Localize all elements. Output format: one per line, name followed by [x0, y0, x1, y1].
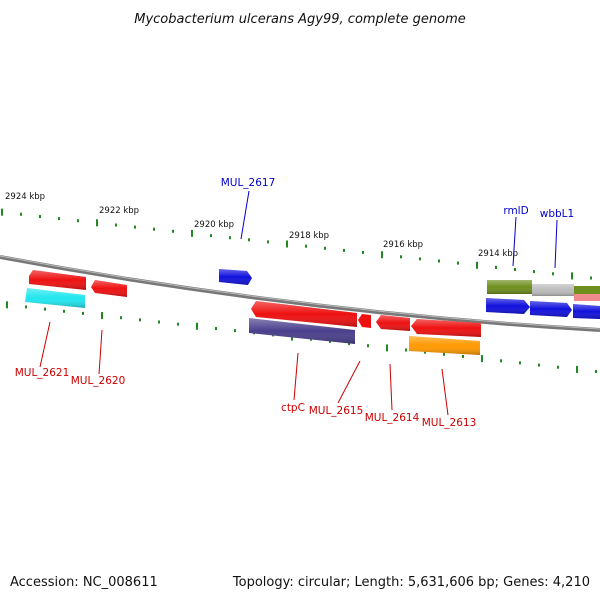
map-title: Mycobacterium ulcerans Agy99, complete g… — [134, 12, 466, 27]
genome-backbone — [0, 255, 600, 332]
label-mul2613[interactable]: MUL_2613 — [422, 417, 477, 429]
leader-ctpc — [293, 352, 299, 401]
gene-wbbl1[interactable] — [574, 286, 600, 294]
leader-mul2615 — [337, 360, 361, 404]
leader-mul2621 — [39, 321, 51, 368]
label-mul2621[interactable]: MUL_2621 — [15, 367, 70, 379]
genome-summary: Topology: circular; Length: 5,631,606 bp… — [232, 575, 590, 590]
tick-label-2918: 2918 kbp — [289, 231, 329, 241]
reverse-strand-genes — [25, 288, 600, 355]
gene-mul2615[interactable] — [358, 314, 371, 328]
label-rmld[interactable]: rmlD — [503, 205, 528, 217]
tick-marks-upper — [1, 208, 592, 280]
label-wbbl1[interactable]: wbbL1 — [540, 208, 574, 220]
label-mul2617[interactable]: MUL_2617 — [221, 177, 276, 189]
tick-label-2922: 2922 kbp — [99, 206, 139, 216]
leader-mul2617 — [240, 190, 250, 240]
tick-label-2914: 2914 kbp — [478, 249, 518, 259]
label-mul2614[interactable]: MUL_2614 — [365, 412, 420, 424]
gene-pink[interactable] — [574, 294, 600, 301]
label-ctpc[interactable]: ctpC — [281, 402, 305, 414]
leader-mul2620 — [98, 329, 103, 375]
tick-label-2916: 2916 kbp — [383, 240, 423, 250]
leader-mul2613 — [441, 368, 449, 416]
accession-label: Accession: NC_008611 — [10, 575, 158, 590]
tick-label-2924: 2924 kbp — [5, 192, 45, 202]
leader-rmld — [512, 216, 517, 267]
forward-strand-genes — [29, 269, 600, 301]
leader-mul2614 — [389, 363, 393, 411]
label-mul2615[interactable]: MUL_2615 — [309, 405, 364, 417]
gene-labels: MUL_2617 rmlD wbbL1 MUL_2621 MUL_2620 ct… — [15, 177, 575, 429]
tick-label-2920: 2920 kbp — [194, 220, 234, 230]
leader-wbbl1 — [554, 219, 558, 269]
label-mul2620[interactable]: MUL_2620 — [71, 375, 126, 387]
tick-labels: 2924 kbp 2922 kbp 2920 kbp 2918 kbp 2916… — [5, 192, 518, 259]
label-leader-lines — [39, 190, 558, 416]
